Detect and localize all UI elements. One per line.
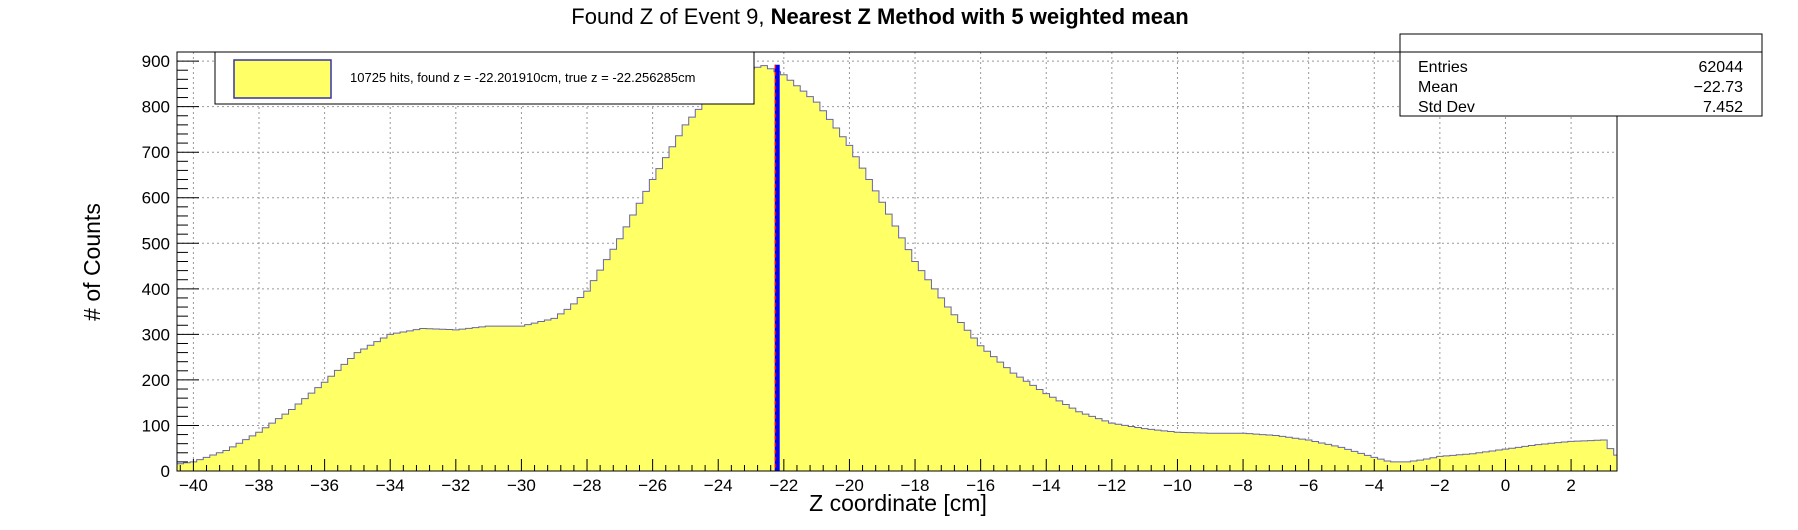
- x-tick-label: −28: [573, 476, 602, 495]
- z-markers: [774, 64, 780, 471]
- x-tick-label: −14: [1032, 476, 1061, 495]
- legend-box: 10725 hits, found z = -22.201910cm, true…: [214, 51, 755, 105]
- axes: −40 −38 −36 −34 −32 −30 −28 −26 −24 −22 −20 −18 −16−…: [142, 51, 1618, 495]
- x-tick-label: −36: [310, 476, 339, 495]
- stats-mean-value: −22.73: [1694, 79, 1743, 96]
- y-tick-label: 300: [142, 325, 170, 344]
- x-tick-label: −30: [507, 476, 536, 495]
- y-tick-label: 900: [142, 52, 170, 71]
- x-tick-label: −16: [966, 476, 995, 495]
- x-tick-label: −22: [769, 476, 798, 495]
- legend-label: 10725 hits, found z = -22.201910cm, true…: [350, 70, 695, 85]
- x-tick-label: −12: [1097, 476, 1126, 495]
- stats-box: Entries 62044 Mean −22.73 Std Dev 7.452: [1399, 33, 1763, 117]
- legend-swatch: [233, 59, 332, 99]
- x-tick-label: 2: [1566, 476, 1575, 495]
- x-tick-label: −20: [835, 476, 864, 495]
- stats-stddev-value: 7.452: [1703, 99, 1743, 116]
- chart-title: Found Z of Event 9, Nearest Z Method wit…: [571, 4, 1188, 29]
- x-tick-label: −32: [441, 476, 470, 495]
- histogram-series: [176, 65, 1618, 472]
- y-tick-label: 600: [142, 189, 170, 208]
- stats-stddev-label: Std Dev: [1418, 99, 1475, 116]
- y-tick-label: 200: [142, 371, 170, 390]
- x-tick-label: 0: [1501, 476, 1510, 495]
- x-tick-label: −26: [638, 476, 667, 495]
- x-axis-label: Z coordinate [cm]: [809, 490, 987, 516]
- y-tick-label: 100: [142, 416, 170, 435]
- x-tick-label: −2: [1430, 476, 1449, 495]
- chart-title-bold: Nearest Z Method with 5 weighted mean: [771, 4, 1189, 29]
- y-axis-label: # of Counts: [79, 203, 105, 321]
- x-tick-label: −38: [245, 476, 274, 495]
- y-tick-label: 0: [161, 462, 170, 481]
- x-tick-label: −6: [1299, 476, 1318, 495]
- x-tick-label: −34: [376, 476, 405, 495]
- y-tick-label: 800: [142, 98, 170, 117]
- x-tick-label: −40: [179, 476, 208, 495]
- y-tick-label: 700: [142, 143, 170, 162]
- histogram-area: [176, 65, 1618, 472]
- x-tick-label: −10: [1163, 476, 1192, 495]
- x-tick-label: −18: [901, 476, 930, 495]
- x-tick-label: −4: [1365, 476, 1384, 495]
- y-tick-label: 400: [142, 280, 170, 299]
- x-tick-label: −24: [704, 476, 733, 495]
- y-tick-label: 500: [142, 234, 170, 253]
- x-tick-label: −8: [1233, 476, 1252, 495]
- stats-entries-value: 62044: [1699, 59, 1744, 76]
- chart-title-prefix: Found Z of Event 9,: [571, 4, 770, 29]
- stats-mean-label: Mean: [1418, 79, 1458, 96]
- stats-entries-label: Entries: [1418, 59, 1468, 76]
